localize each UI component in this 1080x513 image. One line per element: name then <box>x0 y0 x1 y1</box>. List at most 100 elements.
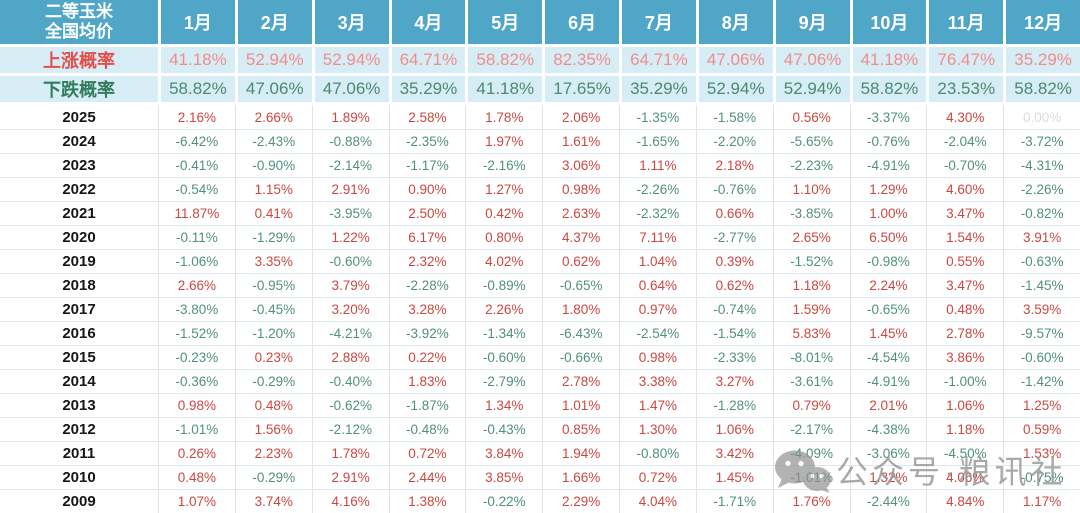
value-cell: -1.52% <box>158 322 235 345</box>
corner-label-line: 二等玉米 <box>45 2 113 21</box>
value-cell: -0.75% <box>1003 466 1080 489</box>
value-cell: -0.36% <box>158 370 235 393</box>
value-cell: -0.66% <box>542 346 619 369</box>
value-cell: -1.52% <box>772 250 850 273</box>
value-cell: 0.22% <box>388 346 466 369</box>
value-cell: 0.98% <box>158 394 235 417</box>
value-cell: -4.91% <box>849 370 927 393</box>
value-cell: -3.85% <box>772 202 850 225</box>
value-cell: -3.72% <box>1003 130 1080 153</box>
value-cell: 4.37% <box>542 226 619 249</box>
value-cell: 11.87% <box>158 202 235 225</box>
value-cell: 1.45% <box>849 322 927 345</box>
year-label: 2011 <box>62 445 96 462</box>
probability-value: 52.94% <box>311 47 389 73</box>
value-cell: -2.26% <box>619 178 696 201</box>
value-cell: -0.80% <box>619 442 696 465</box>
probability-value: 35.29% <box>1003 47 1080 73</box>
value-cell: 2.65% <box>772 226 850 249</box>
value-cell: 3.86% <box>926 346 1003 369</box>
fall-probability-row: 下跌概率 58.82% 47.06% 47.06% 35.29% 41.18% 17.65%… <box>0 76 1080 102</box>
value-cell: 2.44% <box>388 466 466 489</box>
year-label: 2025 <box>62 108 96 126</box>
value-cell: -1.42% <box>1003 370 1080 393</box>
value-cell: 2.66% <box>158 274 235 297</box>
corner-label-line: 全国均价 <box>45 22 113 41</box>
value-cell: 2.26% <box>465 298 542 321</box>
month-header: 8月 <box>695 0 773 44</box>
value-cell: 1.01% <box>542 394 619 417</box>
year-row: 2013 0.98% 0.48% -0.62% -1.87% 1.34% 1.01% 1.47… <box>0 393 1080 417</box>
value-cell: -1.34% <box>465 322 542 345</box>
year-row: 2018 2.66% -0.95% 3.79% -2.28% -0.89% -0.65% 0.… <box>0 273 1080 297</box>
value-cell: -1.28% <box>695 394 773 417</box>
year-label: 2020 <box>62 229 96 246</box>
probability-value: 58.82% <box>158 76 235 102</box>
year-row: 2015 -0.23% 0.23% 2.88% 0.22% -0.60% -0.66% 0.9… <box>0 345 1080 369</box>
value-cell: -0.60% <box>465 346 542 369</box>
value-cell: -3.95% <box>311 202 389 225</box>
year-row: 2023 -0.41% -0.90% -2.14% -1.17% -2.16% 3.06% 1… <box>0 153 1080 177</box>
value-cell: 0.56% <box>772 105 850 129</box>
year-label: 2021 <box>62 205 96 222</box>
value-cell: -3.80% <box>158 298 235 321</box>
probability-value: 41.18% <box>158 47 235 73</box>
probability-value: 64.71% <box>619 47 696 73</box>
value-cell: 4.04% <box>619 490 696 513</box>
value-cell: -1.20% <box>234 322 312 345</box>
year-label: 2016 <box>62 325 96 342</box>
year-row: 2024 -6.42% -2.43% -0.88% -2.35% 1.97% 1.61% -1… <box>0 129 1080 153</box>
year-label: 2023 <box>62 157 96 174</box>
year-row: 2010 0.48% -0.29% 2.91% 2.44% 3.85% 1.66% 0.72%… <box>0 465 1080 489</box>
value-cell: 0.66% <box>695 202 773 225</box>
value-cell: 1.78% <box>311 442 389 465</box>
value-cell: 1.89% <box>311 105 389 129</box>
value-cell: 0.48% <box>234 394 312 417</box>
value-cell: 0.85% <box>542 418 619 441</box>
value-cell: -0.43% <box>465 418 542 441</box>
value-cell: -4.21% <box>311 322 389 345</box>
value-cell: -1.35% <box>619 105 696 129</box>
value-cell: 0.39% <box>695 250 773 273</box>
value-cell: -0.90% <box>234 154 312 177</box>
probability-value: 58.82% <box>1003 76 1080 102</box>
value-cell: -1.00% <box>926 370 1003 393</box>
value-cell: 0.72% <box>388 442 466 465</box>
value-cell: -4.38% <box>849 418 927 441</box>
value-cell: -0.76% <box>849 130 927 153</box>
value-cell: -0.98% <box>849 250 927 273</box>
value-cell: 2.91% <box>311 178 389 201</box>
value-cell: -0.48% <box>388 418 466 441</box>
value-cell: 1.76% <box>772 490 850 513</box>
value-cell: 2.01% <box>849 394 927 417</box>
year-row: 2009 1.07% 3.74% 4.16% 1.38% -0.22% 2.29% 4.04%… <box>0 489 1080 513</box>
probability-value: 52.94% <box>695 76 773 102</box>
probability-value: 47.06% <box>695 47 773 73</box>
probability-value: 58.82% <box>465 47 543 73</box>
value-cell: -2.23% <box>772 154 850 177</box>
value-cell: -4.50% <box>926 442 1003 465</box>
value-cell: 3.91% <box>1003 226 1080 249</box>
value-cell: -1.71% <box>695 490 773 513</box>
value-cell: 3.27% <box>695 370 773 393</box>
value-cell: 0.48% <box>926 298 1003 321</box>
value-cell: -0.65% <box>849 298 927 321</box>
value-cell: 1.45% <box>695 466 773 489</box>
year-label: 2017 <box>62 301 96 318</box>
value-cell: 1.38% <box>388 490 466 513</box>
value-cell: -0.23% <box>158 346 235 369</box>
rise-probability-row: 上涨概率 41.18% 52.94% 52.94% 64.71% 58.82% 82.35%… <box>0 47 1080 73</box>
year-row: 2020 -0.11% -1.29% 1.22% 6.17% 0.80% 4.37% 7.11… <box>0 225 1080 249</box>
value-cell: 0.55% <box>926 250 1003 273</box>
year-row: 2022 -0.54% 1.15% 2.91% 0.90% 1.27% 0.98% -2.26… <box>0 177 1080 201</box>
month-header: 12月 <box>1003 0 1080 44</box>
value-cell: -0.62% <box>311 394 389 417</box>
value-cell: 0.72% <box>619 466 696 489</box>
month-header: 3月 <box>311 0 389 44</box>
value-cell: 1.22% <box>311 226 389 249</box>
probability-value: 17.65% <box>542 76 619 102</box>
year-label: 2019 <box>62 253 96 270</box>
value-cell: -6.42% <box>158 130 235 153</box>
table-header-row: 二等玉米 全国均价 1月 2月 3月 4月 5月 6月 7月 8月 9月 10月 11月 12月 <box>0 0 1080 44</box>
